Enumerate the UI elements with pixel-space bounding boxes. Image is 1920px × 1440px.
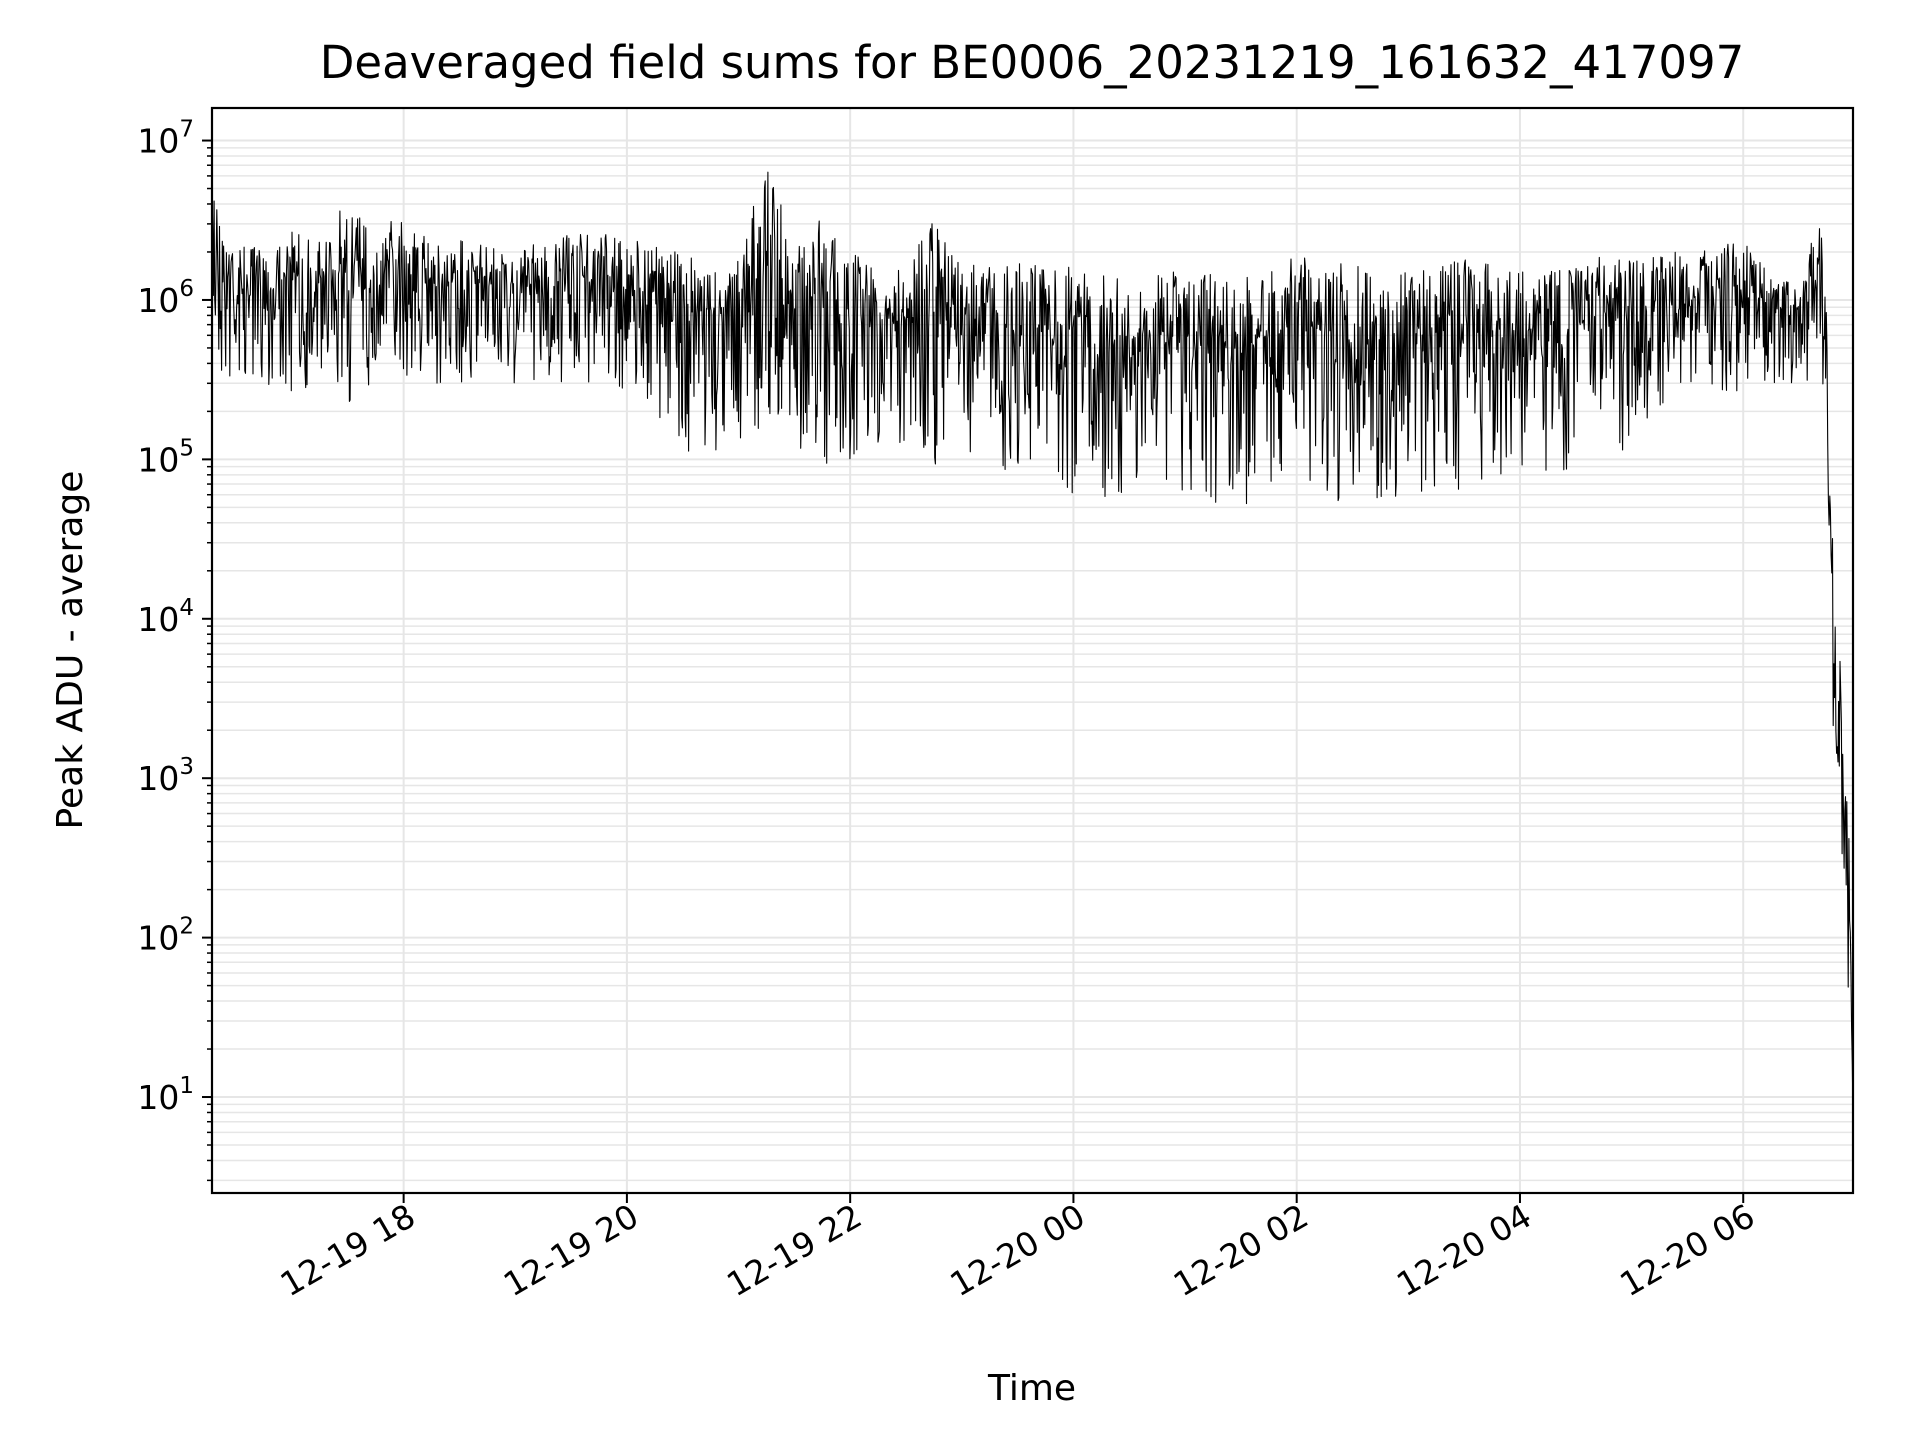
series-line — [211, 171, 1854, 1118]
x-tick-label: 12-20 04 — [1390, 1196, 1538, 1304]
y-tick-label: 104 — [137, 595, 194, 639]
plot-frame — [210, 106, 1855, 1195]
y-tick-label: 107 — [137, 117, 194, 161]
y-tick-label: 103 — [137, 754, 194, 798]
plot-background — [212, 108, 1853, 1193]
x-tick-label: 12-20 06 — [1613, 1196, 1761, 1304]
y-tick-label: 105 — [137, 435, 194, 479]
x-tick-label: 12-19 20 — [497, 1196, 645, 1304]
x-tick-label: 12-19 18 — [274, 1196, 422, 1304]
y-tick-label: 102 — [137, 914, 194, 958]
x-tick-label: 12-20 00 — [943, 1196, 1091, 1304]
x-tick-label: 12-19 22 — [720, 1196, 868, 1304]
y-axis-label: Peak ADU - average — [50, 471, 91, 830]
x-axis-label: Time — [987, 1368, 1076, 1409]
y-tick-label: 101 — [137, 1073, 194, 1117]
y-tick-label: 106 — [137, 276, 194, 320]
x-tick-label: 12-20 02 — [1167, 1196, 1315, 1304]
chart-title: Deaveraged field sums for BE0006_2023121… — [320, 36, 1745, 89]
data-series — [211, 171, 1854, 1118]
